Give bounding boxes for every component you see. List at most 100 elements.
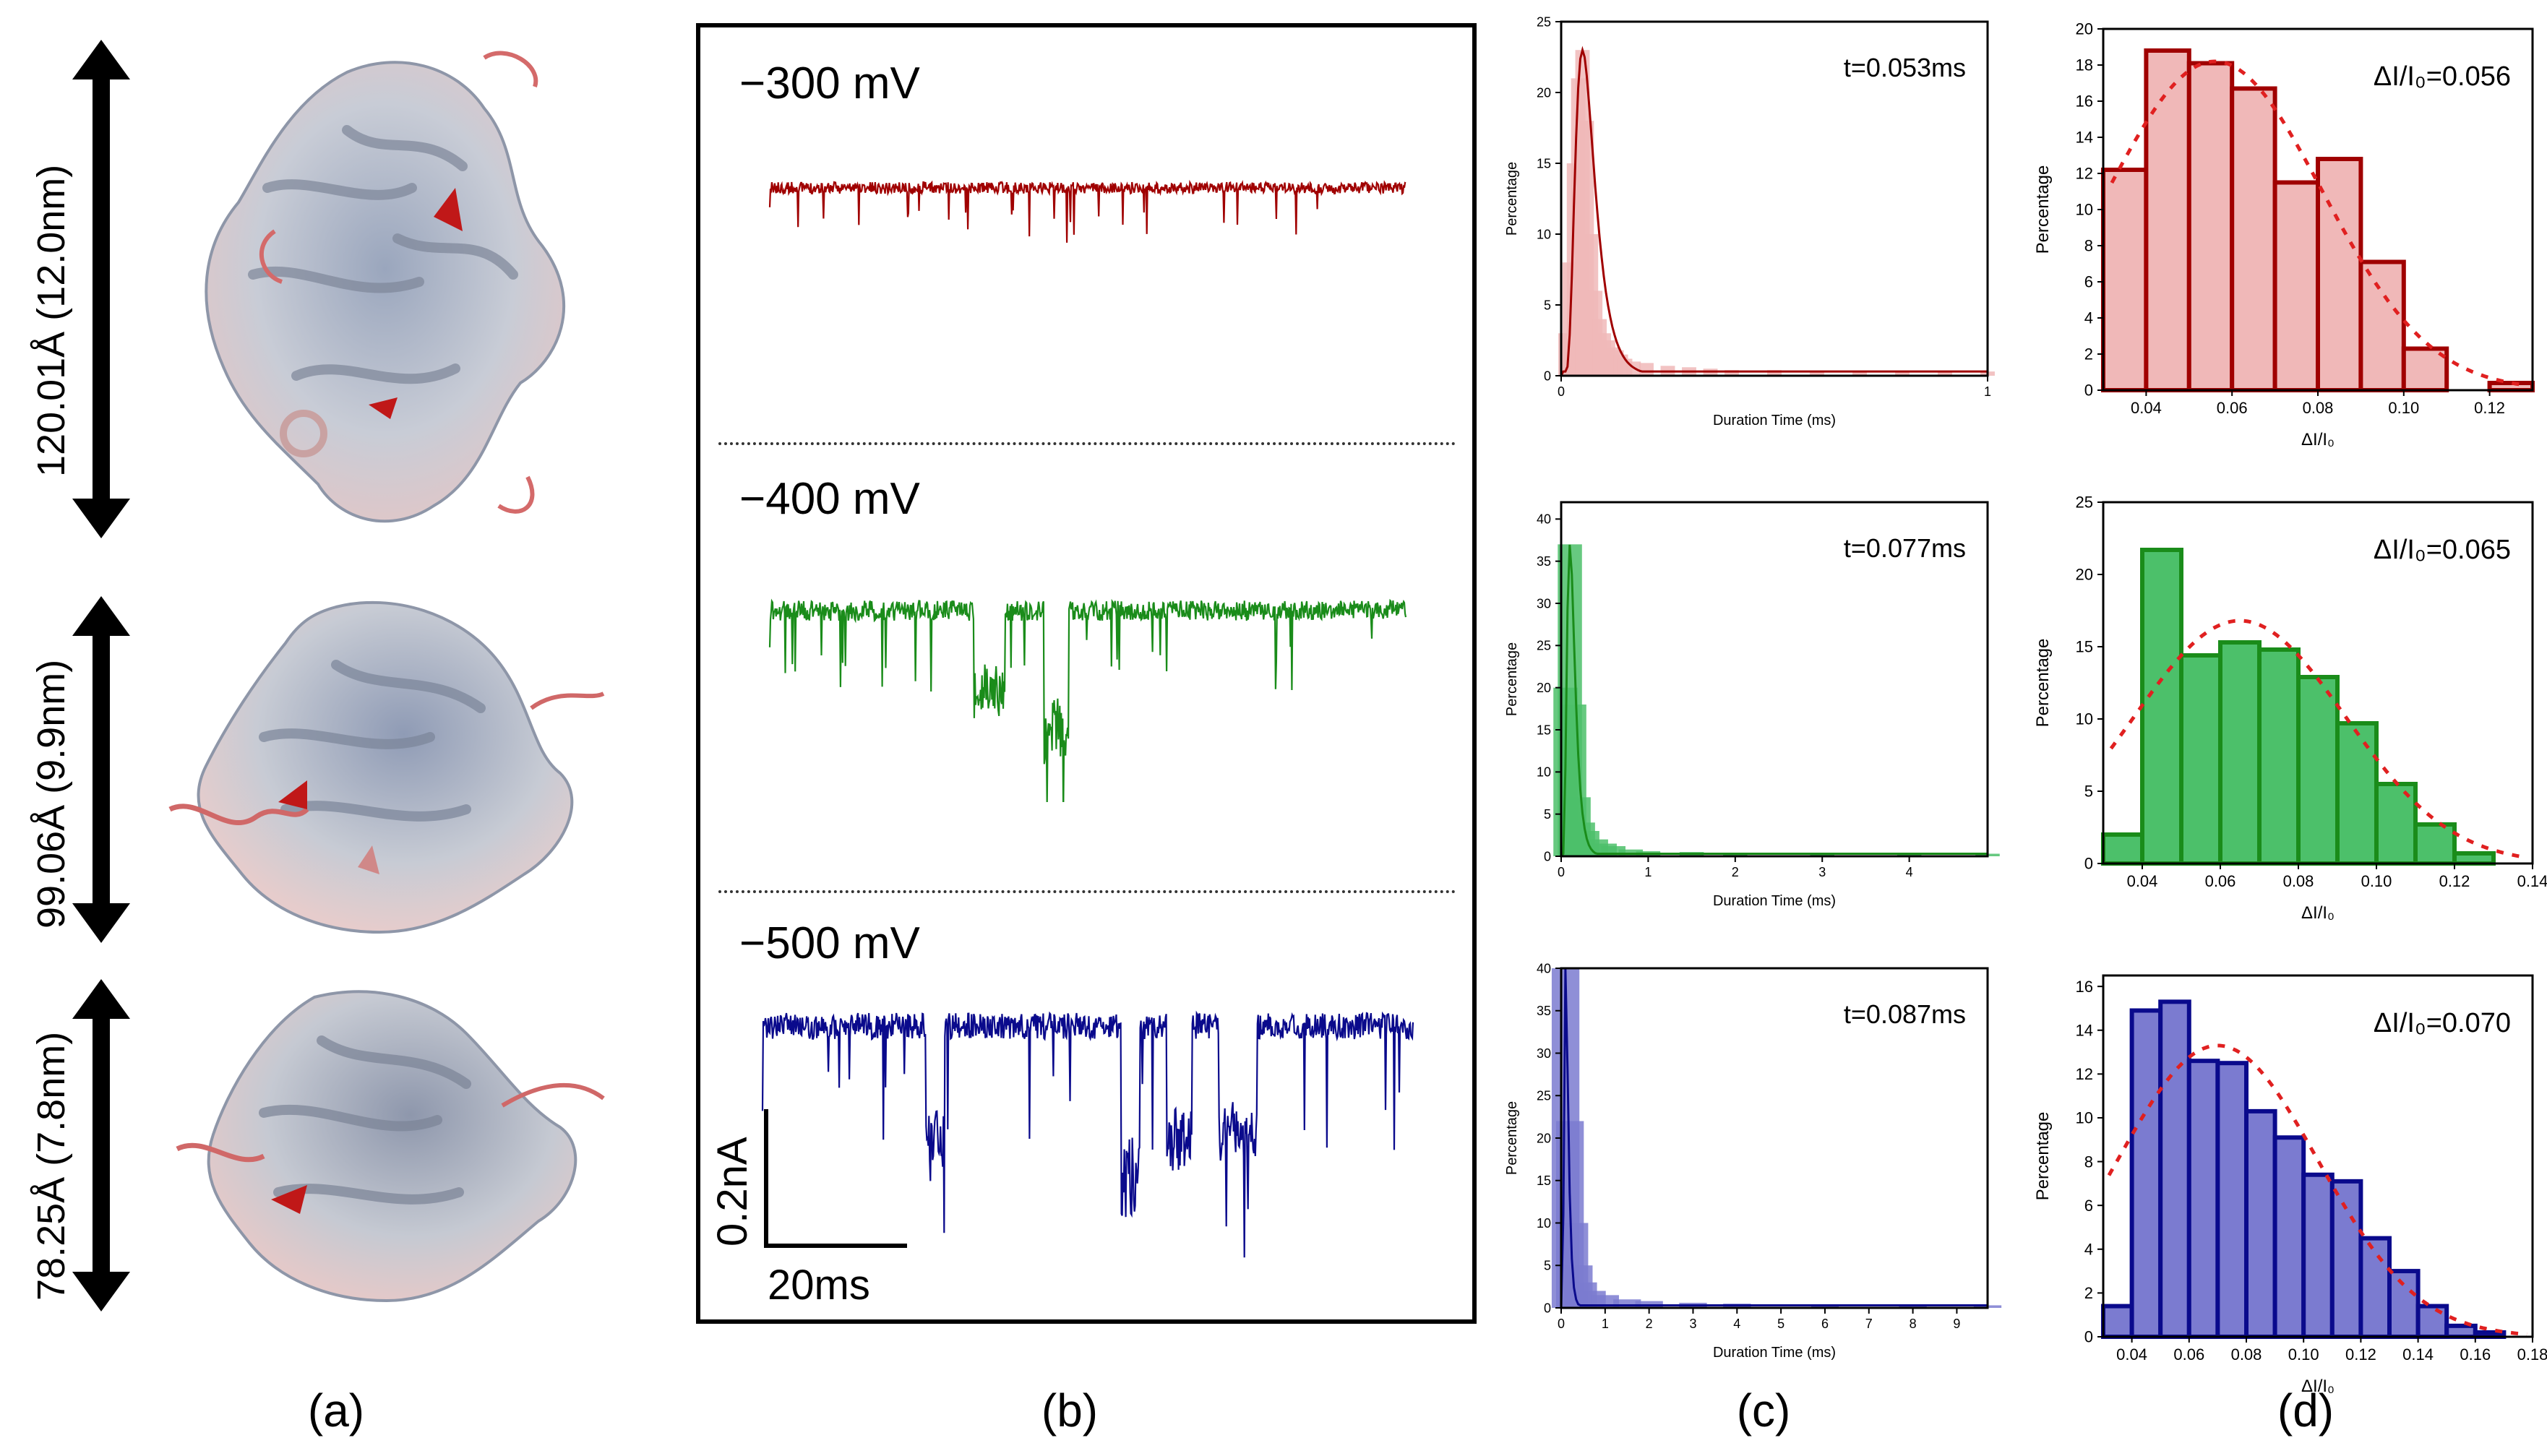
x-tick-label: 3	[1818, 865, 1826, 879]
plot-frame	[1560, 20, 1989, 377]
y-tick-label: 6	[2084, 1197, 2093, 1215]
histogram-bar	[2301, 1172, 2335, 1339]
y-tick-label: 10	[2076, 1109, 2093, 1127]
y-tick-label: 12	[2076, 165, 2093, 183]
histogram-bar	[2244, 1108, 2277, 1339]
y-tick-label: 6	[2084, 273, 2093, 291]
x-tick-label: 0.12	[2439, 872, 2470, 890]
y-tick-label: 0	[1544, 849, 1551, 863]
y-tick-label: 35	[1537, 1004, 1551, 1018]
histogram-bar	[2415, 1304, 2449, 1339]
histogram-bar	[2316, 157, 2363, 392]
histogram-bar	[2140, 548, 2183, 866]
y-tick-label: 10	[2076, 201, 2093, 219]
duration-histogram-300: 0 5 10 15 20 25 0 1 Duration Time (ms) Percentage…	[1504, 14, 1995, 428]
dimension-arrow-3	[72, 979, 130, 1311]
x-tick-label: 0.10	[2361, 872, 2392, 890]
histogram-bar	[2358, 1236, 2392, 1339]
x-tick-label: 0.14	[2402, 1345, 2434, 1364]
fit-curve	[1560, 544, 1988, 857]
x-axis-label: Duration Time (ms)	[1713, 893, 1836, 909]
histogram-bar	[1613, 1299, 1641, 1308]
y-tick-label: 20	[1537, 85, 1551, 100]
y-tick-label: 30	[1537, 1046, 1551, 1061]
y-tick-label: 15	[2076, 638, 2093, 656]
y-axis-label: Percentage	[1504, 642, 1520, 716]
y-tick-label: 14	[2076, 129, 2093, 147]
histogram-bar	[2272, 180, 2321, 392]
dimension-label-1: 120.01Å (12.0nm)	[30, 164, 73, 477]
x-tick-label: 0.12	[2345, 1345, 2376, 1364]
y-tick-label: 14	[2076, 1021, 2093, 1039]
annotation-label: t=0.087ms	[1844, 999, 1966, 1029]
histogram-bar	[2101, 832, 2144, 866]
x-axis-label: ΔI/I₀	[2301, 430, 2335, 449]
histogram-bar	[2387, 1269, 2421, 1339]
dimension-label-2: 99.06Å (9.9nm)	[30, 659, 73, 929]
y-tick-label: 18	[2076, 56, 2093, 74]
y-tick-label: 16	[2076, 92, 2093, 111]
x-tick-label: 0.08	[2231, 1345, 2262, 1364]
y-axis-label: Percentage	[2033, 639, 2053, 728]
trace-line	[768, 598, 1407, 802]
y-axis-label: Percentage	[1504, 1101, 1520, 1175]
histogram-bar	[2101, 168, 2149, 392]
x-tick-label: 0.12	[2474, 399, 2505, 417]
y-tick-label: 5	[1544, 298, 1551, 312]
x-tick-label: 9	[1953, 1317, 1960, 1331]
voltage-label-500: −500 mV	[739, 918, 920, 968]
plot-frame	[2102, 974, 2534, 1338]
current-trace-500	[761, 1010, 1414, 1258]
histogram-bar	[2218, 640, 2262, 866]
y-tick-label: 0	[1544, 369, 1551, 383]
histogram-bar	[2158, 999, 2191, 1339]
dimension-arrow-2	[72, 596, 130, 943]
voltage-label-300: −300 mV	[739, 59, 920, 108]
blockade-histogram-500: 0 2 4 6 8 10 12 14 16 0.04 0.06 0.08 0.10 0.12 0.14 0.1…	[2033, 974, 2547, 1396]
x-axis-label: ΔI/I₀	[2301, 903, 2335, 923]
histogram-bar	[2413, 822, 2457, 866]
panel-label-a: (a)	[307, 1384, 365, 1436]
protein-structure-2	[168, 600, 605, 934]
x-tick-label: 0.10	[2388, 399, 2419, 417]
y-axis-label: Percentage	[2033, 165, 2053, 254]
y-tick-label: 0	[1544, 1301, 1551, 1315]
y-tick-label: 2	[2084, 1284, 2093, 1302]
histogram-bar	[2335, 721, 2379, 866]
x-tick-label: 0.16	[2460, 1345, 2491, 1364]
gaussian-fit	[2107, 1043, 2527, 1337]
fit-curve	[1560, 46, 1988, 376]
y-tick-label: 15	[1537, 156, 1551, 171]
x-tick-label: 2	[1646, 1317, 1653, 1331]
y-tick-label: 2	[2084, 345, 2093, 363]
plot-frame	[1560, 501, 1989, 858]
protein-structure-1	[205, 51, 566, 523]
x-tick-label: 4	[1733, 1317, 1740, 1331]
y-tick-label: 25	[1537, 1089, 1551, 1103]
y-tick-label: 0	[2084, 1328, 2093, 1346]
x-tick-label: 5	[1777, 1317, 1784, 1331]
x-tick-label: 8	[1910, 1317, 1917, 1331]
dimension-arrow-1	[72, 40, 130, 538]
x-tick-label: 0.06	[2173, 1345, 2204, 1364]
fit-curve	[1560, 969, 1988, 1309]
scale-bar-current-label: 0.2nA	[709, 1137, 756, 1246]
histogram-bar	[2215, 1061, 2249, 1339]
histogram-bar	[2329, 1179, 2363, 1339]
y-axis-label: Percentage	[2033, 1112, 2053, 1201]
annotation-label: ΔI/I₀=0.056	[2374, 61, 2511, 92]
y-tick-label: 8	[2084, 237, 2093, 255]
histogram-bar	[2186, 1059, 2220, 1339]
y-tick-label: 35	[1537, 554, 1551, 569]
x-tick-label: 7	[1865, 1317, 1873, 1331]
histogram-bar	[1897, 853, 1922, 856]
x-axis-label: Duration Time (ms)	[1713, 1345, 1836, 1361]
histogram-bar	[2444, 1323, 2478, 1340]
blockade-histogram-400: 0 5 10 15 20 25 0.04 0.06 0.08 0.10 0.12 0.14 ΔI/I₀ P…	[2033, 494, 2547, 923]
histogram-bar	[1852, 371, 1867, 376]
x-axis-label: ΔI/I₀	[2301, 1377, 2335, 1396]
histogram-bar	[2230, 86, 2277, 392]
y-tick-label: 20	[1537, 1131, 1551, 1145]
x-tick-label: 0.04	[2127, 872, 2158, 890]
dimension-label-3: 78.25Å (7.8nm)	[30, 1031, 73, 1301]
